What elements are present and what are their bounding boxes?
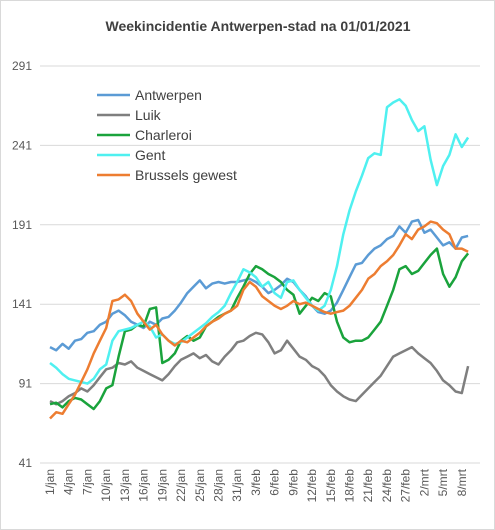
legend-label: Charleroi bbox=[135, 127, 192, 143]
series-line bbox=[49, 247, 470, 411]
x-tick-label: 5/mrt bbox=[436, 468, 450, 496]
x-tick-label: 19/jan bbox=[155, 469, 169, 502]
legend-label: Gent bbox=[135, 147, 165, 163]
x-tick-label: 16/jan bbox=[137, 469, 151, 502]
x-tick-label: 24/feb bbox=[380, 469, 394, 503]
y-tick-label: 91 bbox=[19, 377, 33, 391]
y-tick-label: 191 bbox=[12, 218, 32, 232]
x-tick-label: 31/jan bbox=[230, 469, 244, 502]
x-tick-label: 12/feb bbox=[305, 469, 319, 503]
chart-title: Weekincidentie Antwerpen-stad na 01/01/2… bbox=[105, 18, 410, 34]
x-tick-label: 6/feb bbox=[268, 469, 282, 496]
x-tick-label: 8/mrt bbox=[455, 468, 469, 496]
x-tick-label: 4/jan bbox=[62, 469, 76, 495]
x-tick-label: 7/jan bbox=[80, 469, 94, 495]
x-tick-label: 21/feb bbox=[361, 469, 375, 503]
x-tick-label: 3/feb bbox=[249, 469, 263, 496]
x-tick-label: 9/feb bbox=[286, 469, 300, 496]
x-tick-label: 27/feb bbox=[399, 469, 413, 503]
x-tick-label: 22/jan bbox=[174, 469, 188, 502]
legend-label: Brussels gewest bbox=[135, 167, 237, 183]
x-tick-label: 18/feb bbox=[343, 469, 357, 503]
series-line bbox=[49, 220, 469, 420]
y-tick-label: 291 bbox=[12, 59, 32, 73]
x-tick-label: 13/jan bbox=[118, 469, 132, 502]
series-line bbox=[49, 331, 470, 406]
series-line bbox=[49, 98, 470, 385]
y-tick-label: 41 bbox=[19, 456, 33, 470]
y-tick-label: 241 bbox=[12, 138, 32, 152]
y-tick-label: 141 bbox=[12, 297, 32, 311]
x-tick-label: 2/mrt bbox=[417, 468, 431, 496]
legend-label: Luik bbox=[135, 107, 162, 123]
x-tick-label: 1/jan bbox=[43, 469, 57, 495]
x-tick-label: 25/jan bbox=[193, 469, 207, 502]
x-tick-label: 15/feb bbox=[324, 469, 338, 503]
series-line bbox=[49, 218, 469, 352]
legend-label: Antwerpen bbox=[135, 87, 202, 103]
x-tick-label: 28/jan bbox=[211, 469, 225, 502]
x-tick-label: 10/jan bbox=[99, 469, 113, 502]
